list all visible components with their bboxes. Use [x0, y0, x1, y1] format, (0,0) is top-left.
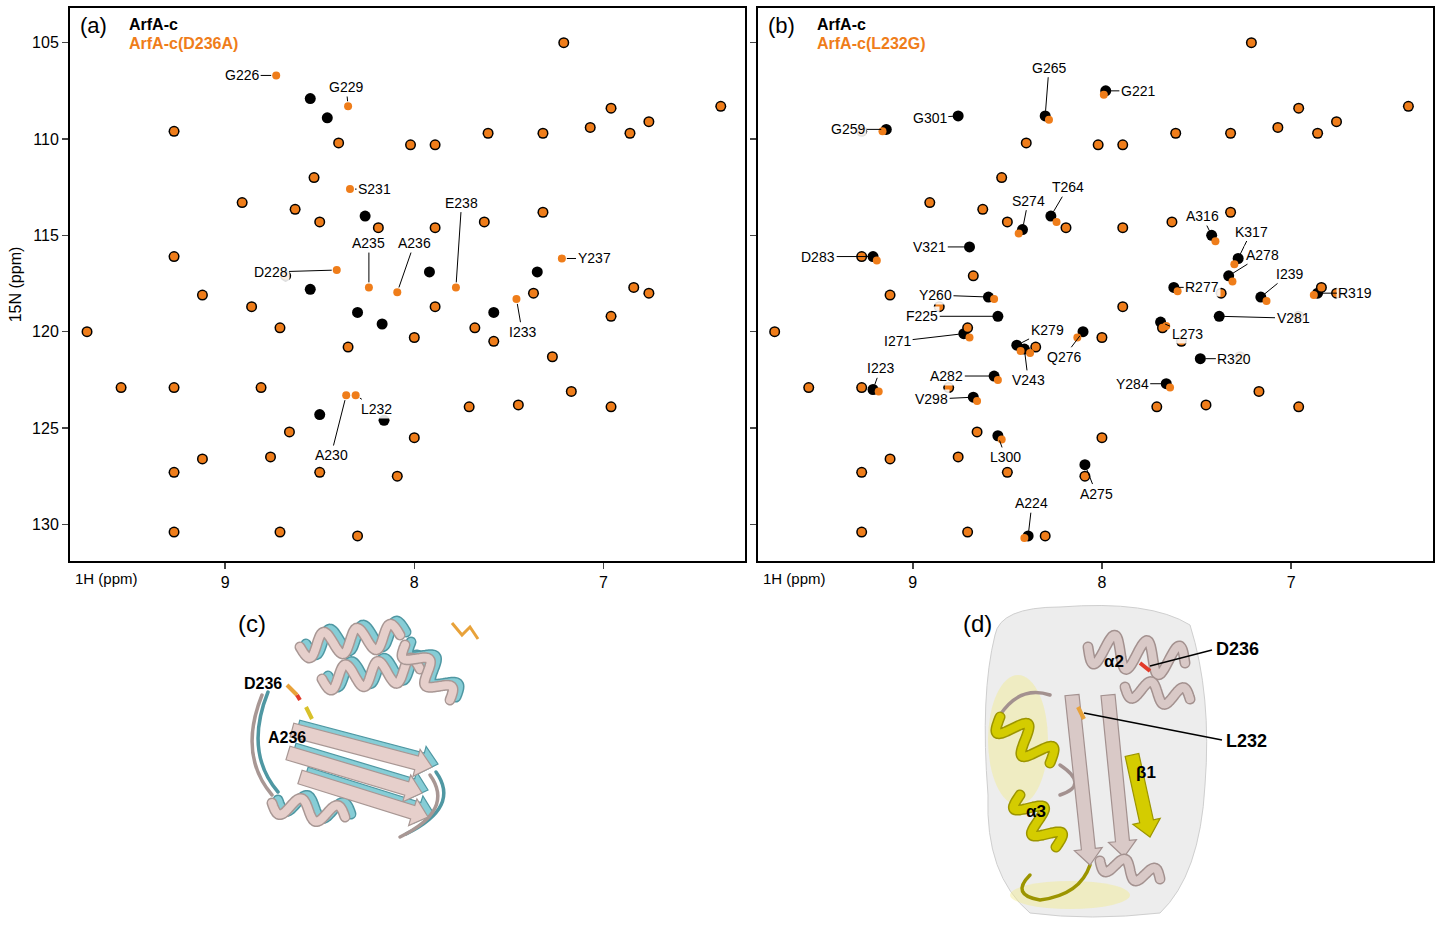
svg-text:R320: R320	[1217, 351, 1251, 367]
svg-text:K279: K279	[1031, 322, 1064, 338]
svg-text:Y237: Y237	[578, 250, 611, 266]
svg-text:A316: A316	[1186, 208, 1219, 224]
svg-text:A282: A282	[930, 368, 963, 384]
svg-text:1H (ppm): 1H (ppm)	[75, 570, 138, 587]
svg-text:Q276: Q276	[1047, 349, 1081, 365]
svg-text:V321: V321	[913, 239, 946, 255]
svg-text:(c): (c)	[238, 610, 266, 637]
svg-text:9: 9	[908, 574, 917, 591]
svg-text:7: 7	[599, 574, 608, 591]
svg-text:130: 130	[32, 516, 59, 533]
svg-text:A224: A224	[1015, 495, 1048, 511]
svg-text:F225: F225	[906, 308, 938, 324]
svg-text:V243: V243	[1012, 372, 1045, 388]
svg-text:I239: I239	[1276, 266, 1303, 282]
svg-text:R319: R319	[1338, 285, 1372, 301]
svg-text:L300: L300	[990, 449, 1021, 465]
svg-text:8: 8	[1097, 574, 1106, 591]
svg-text:105: 105	[32, 34, 59, 51]
svg-text:α2: α2	[1104, 652, 1124, 671]
svg-text:α3: α3	[1026, 802, 1046, 821]
svg-text:G221: G221	[1121, 83, 1155, 99]
svg-text:G301: G301	[913, 110, 947, 126]
svg-text:125: 125	[32, 420, 59, 437]
svg-text:K317: K317	[1235, 224, 1268, 240]
svg-text:I271: I271	[884, 333, 911, 349]
svg-text:8: 8	[410, 574, 419, 591]
svg-text:A275: A275	[1080, 486, 1113, 502]
svg-text:S274: S274	[1012, 193, 1045, 209]
svg-text:(a): (a)	[80, 13, 107, 38]
svg-text:I233: I233	[509, 324, 536, 340]
svg-text:L273: L273	[1172, 326, 1203, 342]
svg-text:E238: E238	[445, 195, 478, 211]
svg-text:V298: V298	[915, 391, 948, 407]
svg-text:7: 7	[1287, 574, 1296, 591]
svg-text:S231: S231	[358, 181, 391, 197]
svg-text:G265: G265	[1032, 60, 1066, 76]
svg-text:ArfA-c(L232G): ArfA-c(L232G)	[817, 35, 925, 52]
svg-text:ArfA-c: ArfA-c	[129, 16, 178, 33]
svg-text:D228: D228	[254, 264, 288, 280]
svg-text:120: 120	[32, 323, 59, 340]
svg-text:ArfA-c: ArfA-c	[817, 16, 866, 33]
svg-text:A236: A236	[268, 729, 306, 746]
svg-text:G226: G226	[225, 67, 259, 83]
svg-text:110: 110	[33, 131, 59, 148]
svg-text:Y260: Y260	[919, 287, 952, 303]
svg-text:A230: A230	[315, 447, 348, 463]
svg-text:(b): (b)	[768, 13, 795, 38]
svg-text:L232: L232	[361, 401, 392, 417]
svg-text:ArfA-c(D236A): ArfA-c(D236A)	[129, 35, 238, 52]
svg-text:G229: G229	[329, 79, 363, 95]
svg-text:D283: D283	[801, 249, 835, 265]
svg-text:D236: D236	[244, 675, 282, 692]
svg-text:Y284: Y284	[1116, 376, 1149, 392]
svg-text:V281: V281	[1277, 310, 1310, 326]
svg-text:1H (ppm): 1H (ppm)	[763, 570, 826, 587]
svg-text:R277: R277	[1185, 279, 1219, 295]
svg-text:115: 115	[33, 227, 59, 244]
svg-text:L232: L232	[1226, 731, 1267, 751]
svg-text:β1: β1	[1136, 763, 1156, 782]
svg-text:9: 9	[221, 574, 230, 591]
svg-text:A236: A236	[398, 235, 431, 251]
svg-text:15N (ppm): 15N (ppm)	[7, 247, 24, 323]
svg-text:T264: T264	[1052, 179, 1084, 195]
svg-text:A278: A278	[1246, 247, 1279, 263]
svg-text:G259: G259	[831, 121, 865, 137]
svg-text:D236: D236	[1216, 639, 1259, 659]
svg-text:I223: I223	[867, 360, 894, 376]
svg-text:A235: A235	[352, 235, 385, 251]
svg-text:(d): (d)	[963, 610, 992, 637]
